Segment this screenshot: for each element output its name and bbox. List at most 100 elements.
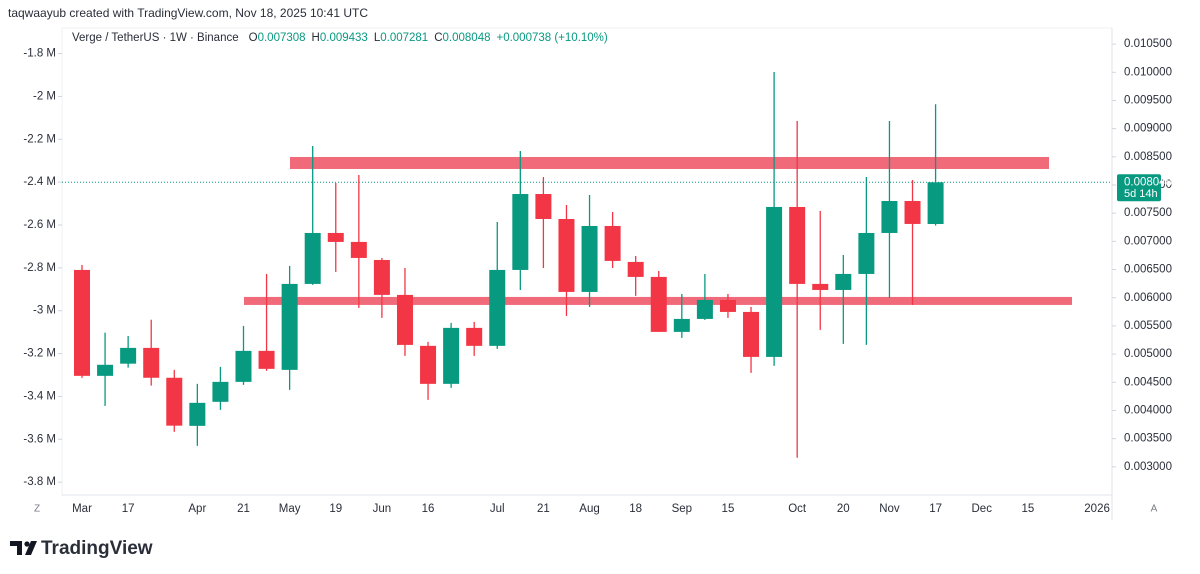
y-tick-label: 0.009000	[1124, 123, 1172, 135]
x-tick-label: Jun	[373, 503, 392, 515]
legend-key: O	[249, 32, 258, 44]
candle-body	[350, 241, 367, 258]
x-tick-label: 21	[537, 503, 550, 515]
y2-tick-label: -3.8 M	[23, 476, 56, 488]
scale-button[interactable]: A	[1151, 504, 1158, 515]
candle-body	[927, 182, 944, 225]
x-tick-label: 21	[237, 503, 250, 515]
y-tick-label: 0.007000	[1124, 235, 1172, 247]
x-tick-label: 15	[722, 503, 735, 515]
candle-body	[604, 225, 621, 261]
last-price-label: 0.008048	[1124, 176, 1172, 188]
y-tick-label: 0.003000	[1124, 461, 1172, 473]
candle-body	[673, 318, 690, 332]
y2-tick-label: -2 M	[33, 90, 56, 102]
x-tick-label: 17	[122, 503, 135, 515]
x-tick-label: Dec	[972, 503, 993, 515]
candle-body	[489, 269, 506, 346]
y2-tick-label: -3.6 M	[23, 433, 56, 445]
y2-tick-label: -2.4 M	[23, 176, 56, 188]
x-tick-label: Sep	[672, 503, 692, 515]
x-tick-label: Oct	[788, 503, 807, 515]
legend-value: 0.007308	[258, 32, 306, 44]
candle-body	[327, 232, 344, 242]
candle-body	[743, 311, 760, 357]
y-tick-label: 0.006500	[1124, 264, 1172, 276]
x-tick-label: 15	[1021, 503, 1034, 515]
legend-value: 0.007281	[380, 32, 428, 44]
candle-body	[581, 225, 598, 292]
y-tick-label: 0.003500	[1124, 433, 1172, 445]
legend-key: H	[312, 32, 320, 44]
candle-body	[466, 327, 483, 346]
last-price-box	[1117, 174, 1161, 202]
y-tick-label: 0.010000	[1124, 66, 1172, 78]
candle-body	[535, 194, 552, 219]
candle-body	[558, 218, 575, 292]
candle-body	[696, 299, 713, 319]
legend: Verge / TetherUS · 1W · Binance O0.007308…	[72, 32, 608, 44]
y2-tick-label: -2.6 M	[23, 219, 56, 231]
legend-title: Verge / TetherUS · 1W · Binance	[72, 32, 239, 44]
candle-body	[881, 201, 898, 233]
x-tick-label: Apr	[188, 503, 206, 515]
y2-tick-label: -2.8 M	[23, 262, 56, 274]
candle-body	[373, 259, 390, 295]
x-tick-label: 2026	[1084, 503, 1110, 515]
y-tick-label: 0.005500	[1124, 320, 1172, 332]
x-tick-label: 18	[629, 503, 642, 515]
x-tick-label: 17	[929, 503, 942, 515]
candle-body	[766, 206, 783, 357]
x-tick-label: May	[279, 503, 301, 515]
x-tick-label: Jul	[490, 503, 505, 515]
x-tick-label: Mar	[72, 503, 92, 515]
legend-key: C	[434, 32, 442, 44]
candle-body	[812, 283, 829, 290]
candle-body	[904, 201, 921, 224]
y-tick-label: 0.004500	[1124, 376, 1172, 388]
candle-body	[120, 347, 137, 364]
candle-body	[627, 261, 644, 277]
scale-button[interactable]: Z	[34, 504, 40, 515]
attribution: taqwaayub created with TradingView.com, …	[8, 6, 368, 20]
y-tick-label: 0.005000	[1124, 348, 1172, 360]
candle-body	[396, 294, 413, 345]
price-zone	[290, 156, 1049, 169]
legend-value: 0.008048	[443, 32, 491, 44]
candle-body	[789, 206, 806, 284]
candle-body	[443, 327, 460, 384]
y-tick-label: 0.004000	[1124, 404, 1172, 416]
legend-value: 0.009433	[320, 32, 368, 44]
candle-body	[512, 194, 529, 270]
legend-key: L	[374, 32, 381, 44]
y-tick-label: 0.006000	[1124, 292, 1172, 304]
y2-tick-label: -1.8 M	[23, 48, 56, 60]
y-tick-label: 0.010500	[1124, 38, 1172, 50]
x-tick-label: 16	[422, 503, 435, 515]
candle-body	[143, 347, 160, 378]
candle-body	[304, 232, 321, 284]
y-tick-label: 0.007500	[1124, 207, 1172, 219]
legend-change: +0.000738 (+10.10%)	[496, 32, 607, 44]
y2-tick-label: -3 M	[33, 305, 56, 317]
x-tick-label: 19	[329, 503, 342, 515]
y2-tick-label: -2.2 M	[23, 133, 56, 145]
candle-body	[650, 276, 667, 332]
y2-tick-label: -3.2 M	[23, 348, 56, 360]
candle-body	[719, 299, 736, 312]
candle-body	[212, 381, 229, 402]
candle-body	[858, 232, 875, 274]
candle-body	[420, 345, 437, 384]
candle-body	[166, 377, 183, 426]
countdown: 5d 14h	[1124, 188, 1158, 200]
x-tick-label: Aug	[579, 503, 599, 515]
candle-body	[281, 283, 298, 370]
y2-tick-label: -3.4 M	[23, 390, 56, 402]
y-tick-label: 0.009500	[1124, 94, 1172, 106]
candle-body	[258, 350, 275, 369]
x-tick-label: 20	[837, 503, 850, 515]
candle-body	[189, 402, 206, 426]
